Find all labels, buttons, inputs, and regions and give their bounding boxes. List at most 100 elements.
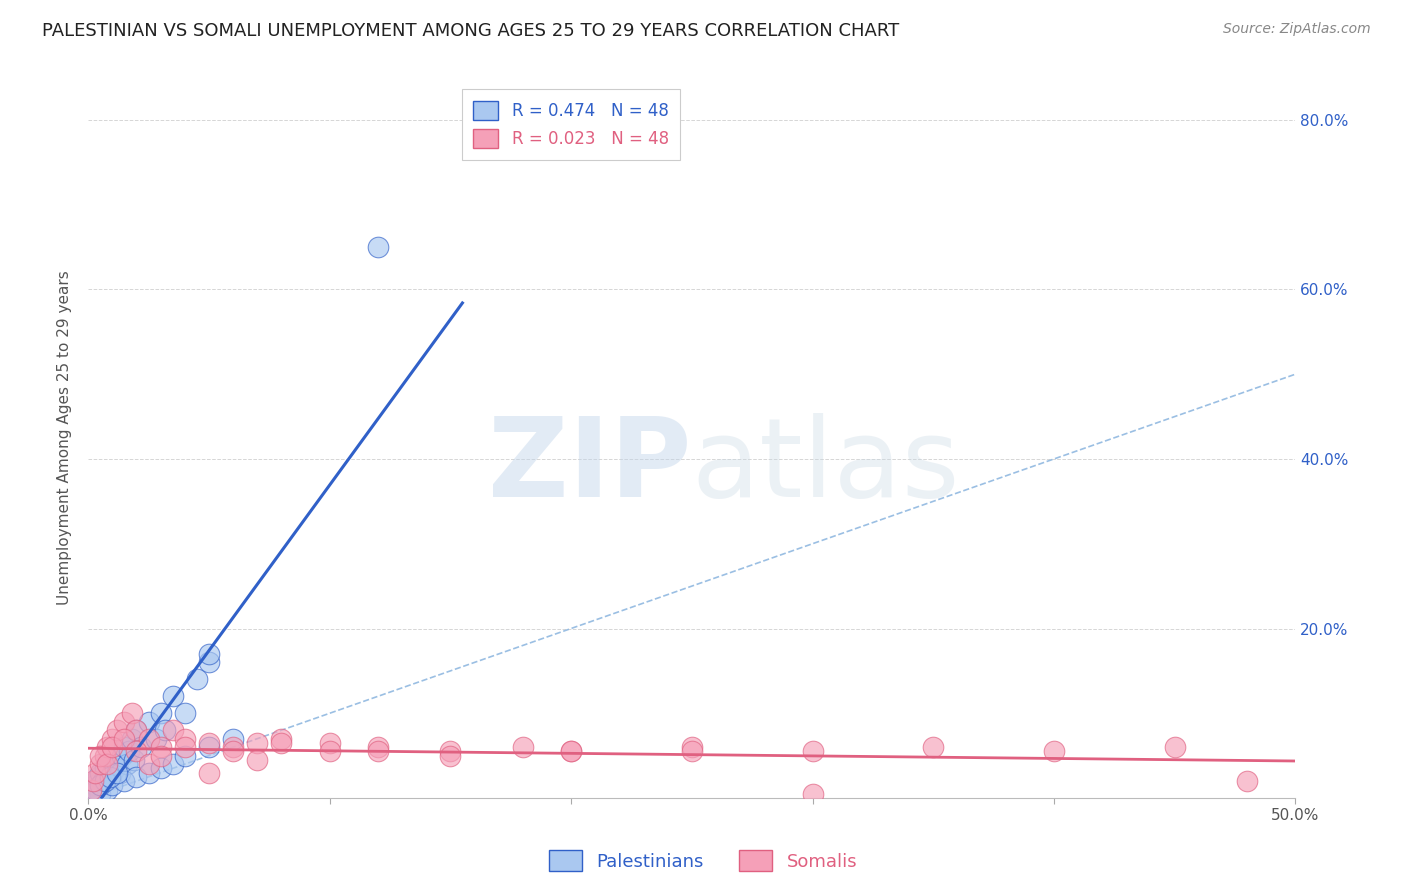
Point [89,765,111,780]
Point [198,647,221,661]
Point [105,723,128,738]
Point [801,787,824,801]
Point [112,714,135,729]
Point [138,714,160,729]
Point [94,748,117,763]
Point [101,740,124,755]
Point [112,774,135,789]
Point [173,731,195,746]
Point [198,736,221,750]
Point [121,731,143,746]
Point [101,778,124,792]
Point [79,787,101,801]
Point [112,740,135,755]
Point [98,770,121,784]
Point [801,744,824,758]
Point [89,748,111,763]
Point [162,723,184,738]
Point [318,744,340,758]
Point [82,774,104,789]
Point [173,740,195,755]
Point [367,240,389,254]
Point [129,740,152,755]
Text: ZIP: ZIP [488,413,692,520]
Point [138,731,160,746]
Point [512,740,534,755]
Y-axis label: Unemployment Among Ages 25 to 29 years: Unemployment Among Ages 25 to 29 years [58,270,72,605]
Point [922,740,945,755]
Point [79,782,101,797]
Point [115,757,138,772]
Point [122,753,145,767]
Point [149,761,172,775]
Point [96,782,118,797]
Point [105,765,128,780]
Point [270,731,292,746]
Point [101,731,124,746]
Point [145,731,167,746]
Point [112,731,135,746]
Point [162,690,184,704]
Point [125,770,148,784]
Point [149,706,172,721]
Point [84,782,107,797]
Point [149,748,172,763]
Point [118,744,141,758]
Point [222,731,245,746]
Point [162,757,184,772]
Point [121,706,143,721]
Point [439,744,461,758]
Point [94,761,117,775]
Point [98,770,121,784]
Point [138,757,160,772]
Point [111,748,134,763]
Text: Source: ZipAtlas.com: Source: ZipAtlas.com [1223,22,1371,37]
Point [439,748,461,763]
Point [222,744,245,758]
Legend: Palestinians, Somalis: Palestinians, Somalis [541,843,865,879]
Point [84,778,107,792]
Point [138,765,160,780]
Point [246,736,269,750]
Point [186,673,208,687]
Point [222,740,245,755]
Point [560,744,582,758]
Point [367,740,389,755]
Text: PALESTINIAN VS SOMALI UNEMPLOYMENT AMONG AGES 25 TO 29 YEARS CORRELATION CHART: PALESTINIAN VS SOMALI UNEMPLOYMENT AMONG… [42,22,900,40]
Point [149,740,172,755]
Point [89,778,111,792]
Point [198,656,221,670]
Point [96,740,118,755]
Point [1164,740,1187,755]
Point [105,757,128,772]
Point [246,753,269,767]
Point [173,706,195,721]
Point [270,736,292,750]
Point [198,765,221,780]
Point [1043,744,1066,758]
Point [108,765,131,780]
Point [318,736,340,750]
Point [82,774,104,789]
Point [79,782,101,797]
Point [681,744,703,758]
Point [84,765,107,780]
Point [89,787,111,801]
Point [125,744,148,758]
Point [101,765,124,780]
Point [94,774,117,789]
Point [367,744,389,758]
Point [89,757,111,772]
Point [1236,774,1258,789]
Point [91,774,114,789]
Point [87,770,110,784]
Point [125,723,148,738]
Text: atlas: atlas [692,413,960,520]
Point [125,723,148,738]
Point [155,723,177,738]
Point [104,761,127,775]
Point [173,748,195,763]
Point [681,740,703,755]
Point [96,757,118,772]
Point [560,744,582,758]
